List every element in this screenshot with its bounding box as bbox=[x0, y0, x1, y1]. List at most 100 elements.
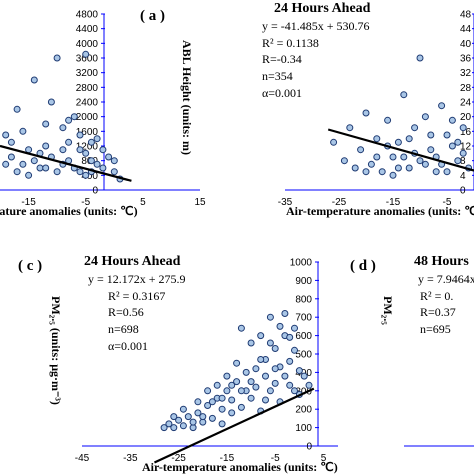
panel-c-r2: R² = 0.3167 bbox=[108, 289, 165, 303]
data-point bbox=[454, 138, 462, 146]
data-point bbox=[454, 157, 462, 165]
data-point bbox=[70, 113, 78, 121]
data-point bbox=[179, 422, 187, 430]
x-tick-label: -35 bbox=[123, 453, 138, 464]
data-point bbox=[208, 398, 216, 406]
data-point bbox=[233, 359, 241, 367]
panel-b-r2: R² = 0.1138 bbox=[262, 36, 319, 50]
y-tick-label: 28 bbox=[460, 83, 472, 94]
data-point bbox=[42, 120, 50, 128]
data-point bbox=[87, 157, 95, 165]
data-point bbox=[286, 357, 294, 365]
data-point bbox=[247, 394, 255, 402]
data-point bbox=[330, 138, 338, 146]
data-point bbox=[42, 142, 50, 150]
y-tick-label: 900 bbox=[295, 276, 312, 287]
data-point bbox=[47, 98, 55, 106]
panel-a-x-ticks: -15 -5 5 15 bbox=[21, 197, 206, 208]
data-point bbox=[53, 168, 61, 176]
data-point bbox=[389, 153, 397, 161]
data-point bbox=[65, 116, 73, 124]
data-point bbox=[459, 149, 467, 157]
x-tick-label: -15 bbox=[386, 197, 401, 208]
data-point bbox=[448, 142, 456, 150]
data-point bbox=[421, 160, 429, 168]
data-point bbox=[30, 157, 38, 165]
y-tick-label: 44 bbox=[460, 24, 472, 35]
data-point bbox=[218, 405, 226, 413]
data-point bbox=[362, 109, 370, 117]
panel-d-label: ( d ) bbox=[350, 258, 376, 274]
data-point bbox=[204, 402, 212, 409]
data-point bbox=[266, 387, 274, 395]
panel-a-points bbox=[2, 50, 124, 183]
data-point bbox=[305, 381, 313, 389]
data-point bbox=[262, 372, 269, 380]
panel-d-y-label-fragment: PM₂.₅ bbox=[381, 296, 395, 325]
data-point bbox=[357, 146, 365, 154]
data-point bbox=[427, 146, 435, 154]
x-tick-label: -5 bbox=[443, 197, 452, 208]
data-point bbox=[271, 379, 279, 387]
y-tick-label: 16 bbox=[460, 127, 472, 138]
y-tick-label: 2000 bbox=[76, 112, 99, 123]
data-point bbox=[242, 368, 250, 376]
y-tick-label: 4 bbox=[460, 171, 466, 182]
data-point bbox=[76, 146, 84, 154]
y-tick-label: 500 bbox=[295, 350, 312, 361]
y-tick-label: 32 bbox=[460, 68, 472, 79]
data-point bbox=[367, 160, 375, 168]
data-point bbox=[218, 394, 226, 402]
y-tick-label: 40 bbox=[460, 39, 472, 50]
data-point bbox=[373, 135, 381, 143]
data-point bbox=[448, 116, 456, 124]
y-tick-label: 1000 bbox=[290, 258, 313, 269]
data-point bbox=[165, 420, 173, 428]
panel-c-y-label: PM₂.₅ (units: μg·m⁻³) bbox=[49, 296, 63, 405]
y-tick-label: 8 bbox=[460, 156, 466, 167]
data-point bbox=[286, 333, 294, 341]
data-point bbox=[223, 387, 231, 395]
x-tick-label: -5 bbox=[81, 197, 90, 208]
data-point bbox=[194, 398, 202, 406]
data-point bbox=[459, 124, 467, 132]
panel-c-x-label: Air-temperature anomalies (units: ℃) bbox=[142, 460, 338, 474]
data-point bbox=[228, 396, 236, 404]
data-point bbox=[105, 153, 113, 161]
data-point bbox=[42, 164, 50, 172]
data-point bbox=[291, 387, 298, 395]
panel-b-n: n=354 bbox=[262, 69, 293, 83]
x-tick-label: -25 bbox=[171, 453, 186, 464]
data-point bbox=[59, 124, 67, 132]
y-tick-label: 0 bbox=[306, 442, 312, 453]
data-point bbox=[262, 396, 269, 404]
panel-b-title: 24 Hours Ahead bbox=[274, 1, 371, 16]
y-tick-label: 600 bbox=[295, 331, 312, 342]
panel-b-points bbox=[330, 54, 473, 179]
data-point bbox=[291, 324, 298, 332]
data-point bbox=[427, 131, 435, 139]
data-point bbox=[300, 372, 308, 380]
data-point bbox=[252, 365, 260, 373]
x-tick-label: -5 bbox=[271, 453, 280, 464]
data-point bbox=[237, 387, 245, 395]
y-tick-label: 0 bbox=[92, 186, 98, 197]
data-point bbox=[19, 127, 27, 135]
data-point bbox=[82, 50, 90, 58]
x-tick-label: -15 bbox=[21, 197, 36, 208]
data-point bbox=[373, 153, 381, 161]
data-point bbox=[389, 171, 397, 179]
data-point bbox=[276, 322, 284, 330]
y-tick-label: 800 bbox=[295, 294, 312, 305]
data-point bbox=[257, 356, 265, 363]
data-point bbox=[223, 372, 231, 380]
panel-d-r2: R² = 0. bbox=[420, 289, 453, 303]
y-tick-label: 1600 bbox=[76, 127, 99, 138]
x-tick-label: -35 bbox=[278, 197, 293, 208]
data-point bbox=[295, 367, 303, 375]
data-point bbox=[93, 135, 101, 143]
panel-d: ( d ) 48 Hours y = 7.9464x R² = 0. R=0.3… bbox=[350, 254, 474, 447]
panel-c-trendline bbox=[153, 387, 315, 464]
